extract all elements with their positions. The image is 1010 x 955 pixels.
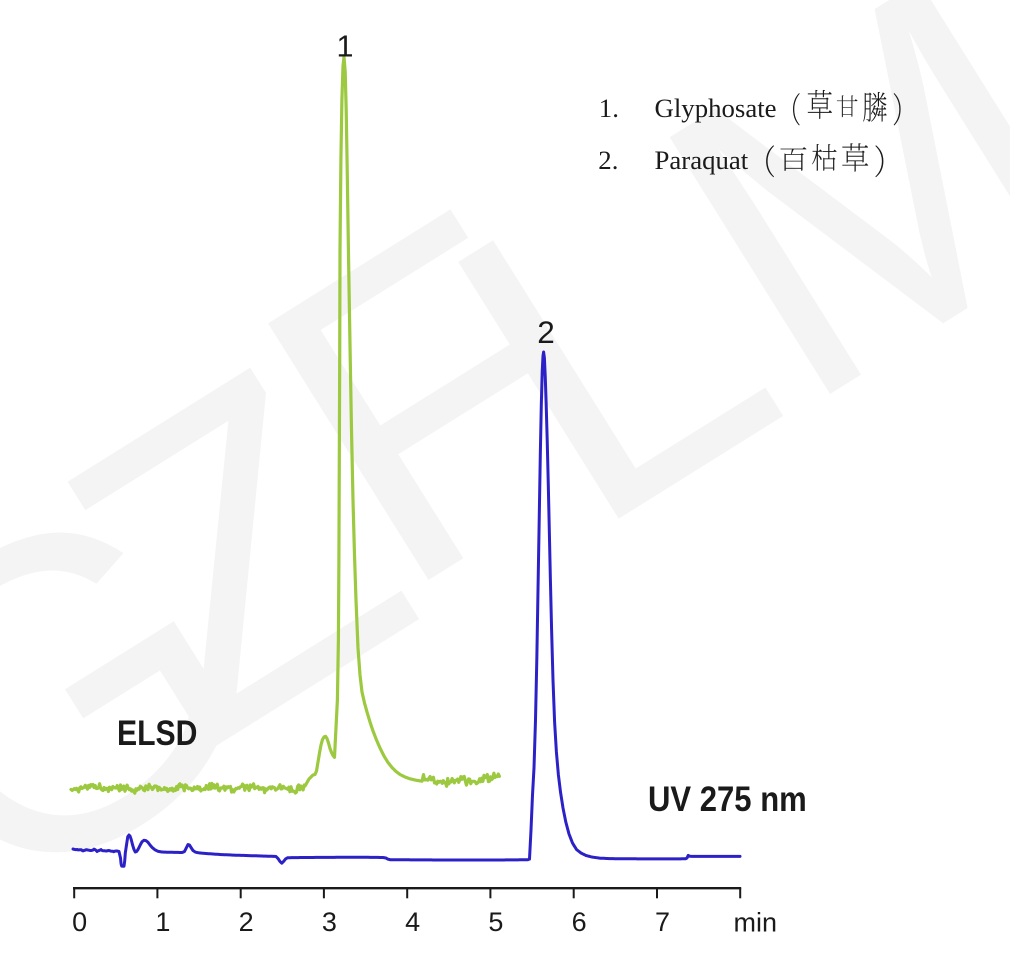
- svg-text:1: 1: [337, 29, 354, 63]
- svg-text:2: 2: [537, 314, 555, 350]
- svg-text:4: 4: [405, 907, 420, 937]
- svg-text:3: 3: [322, 907, 337, 937]
- svg-text:Glyphosate: Glyphosate: [655, 93, 777, 123]
- svg-text:UV 275 nm: UV 275 nm: [648, 780, 807, 819]
- svg-text:Paraquat: Paraquat: [655, 145, 749, 175]
- svg-text:ELSD: ELSD: [117, 713, 197, 753]
- svg-text:7: 7: [655, 907, 670, 937]
- svg-text:2.: 2.: [598, 145, 618, 175]
- svg-text:6: 6: [572, 907, 587, 937]
- svg-text:5: 5: [488, 907, 503, 937]
- svg-text:1: 1: [155, 907, 170, 937]
- svg-text:1.: 1.: [599, 93, 619, 123]
- svg-text:0: 0: [72, 907, 87, 937]
- svg-text:min: min: [734, 907, 778, 937]
- svg-text:2: 2: [239, 907, 254, 937]
